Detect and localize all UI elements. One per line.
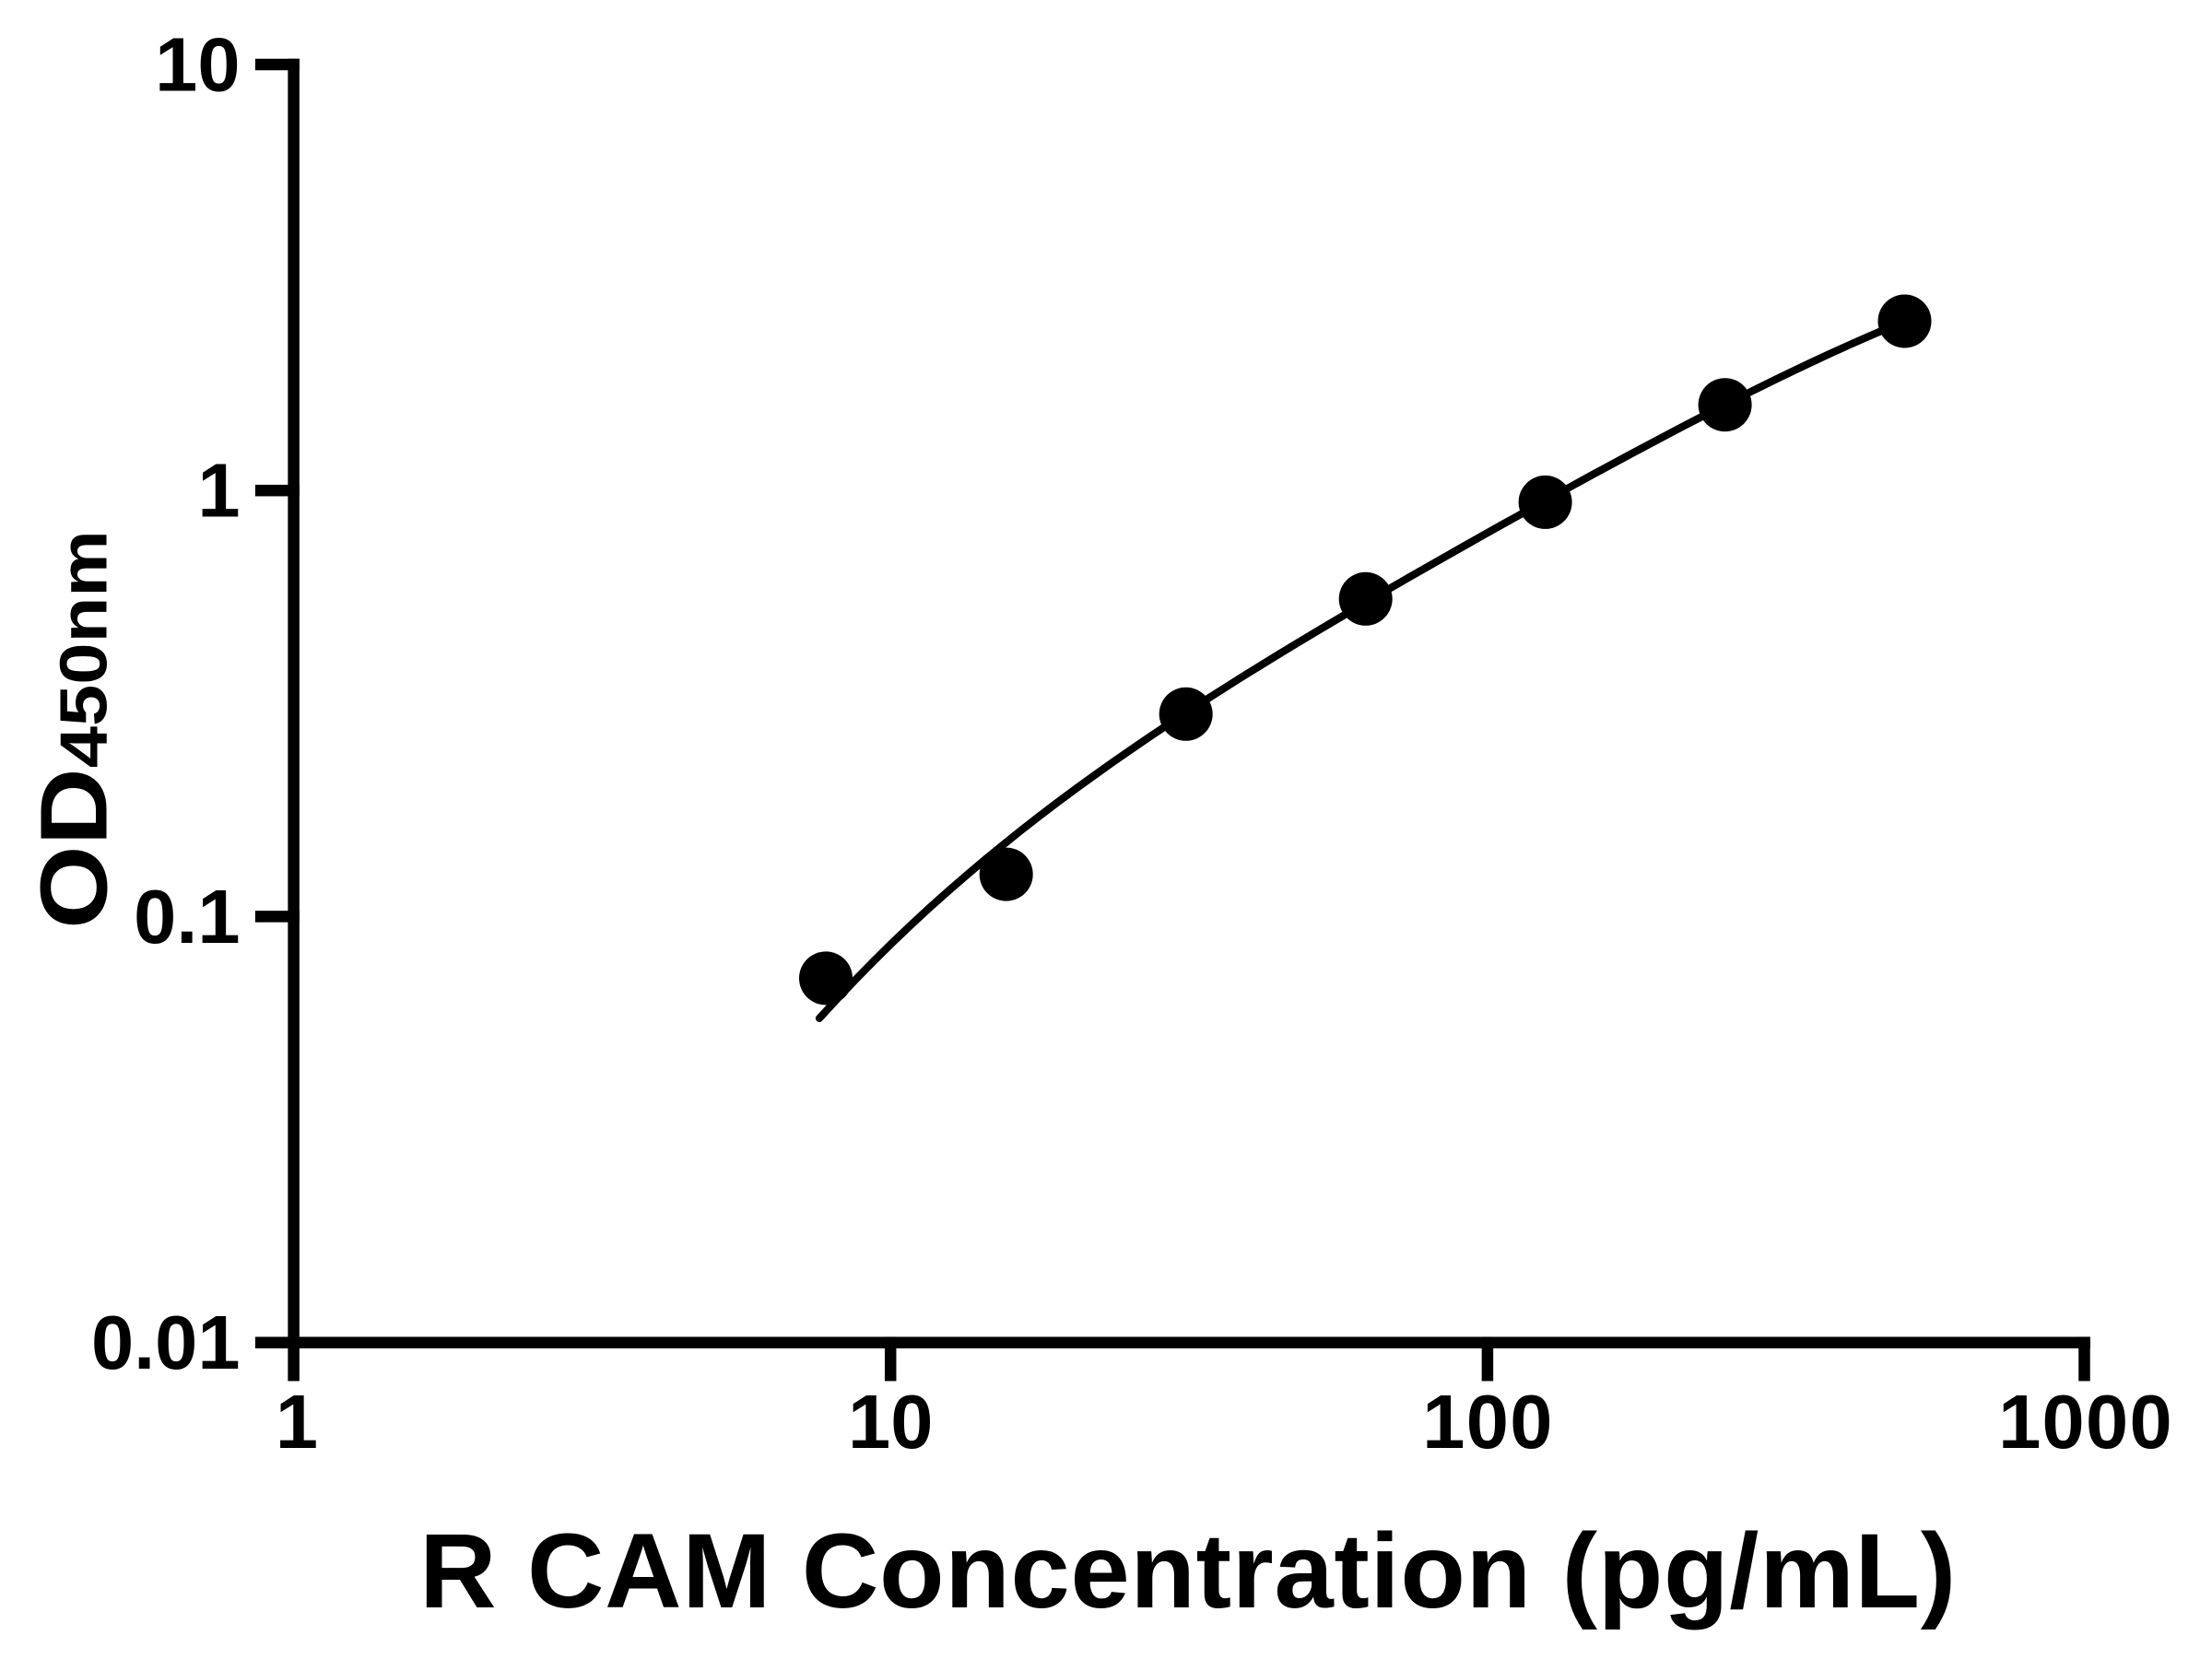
svg-text:R CAM Concentration (pg/mL): R CAM Concentration (pg/mL)	[419, 1512, 1957, 1630]
svg-text:10: 10	[155, 22, 240, 108]
svg-text:1: 1	[197, 448, 240, 534]
svg-text:0.01: 0.01	[91, 1300, 241, 1385]
svg-text:100: 100	[1422, 1379, 1553, 1465]
svg-text:1: 1	[276, 1379, 318, 1465]
svg-text:1000: 1000	[1998, 1379, 2173, 1465]
svg-text:10: 10	[848, 1379, 933, 1465]
svg-text:0.1: 0.1	[134, 874, 240, 959]
